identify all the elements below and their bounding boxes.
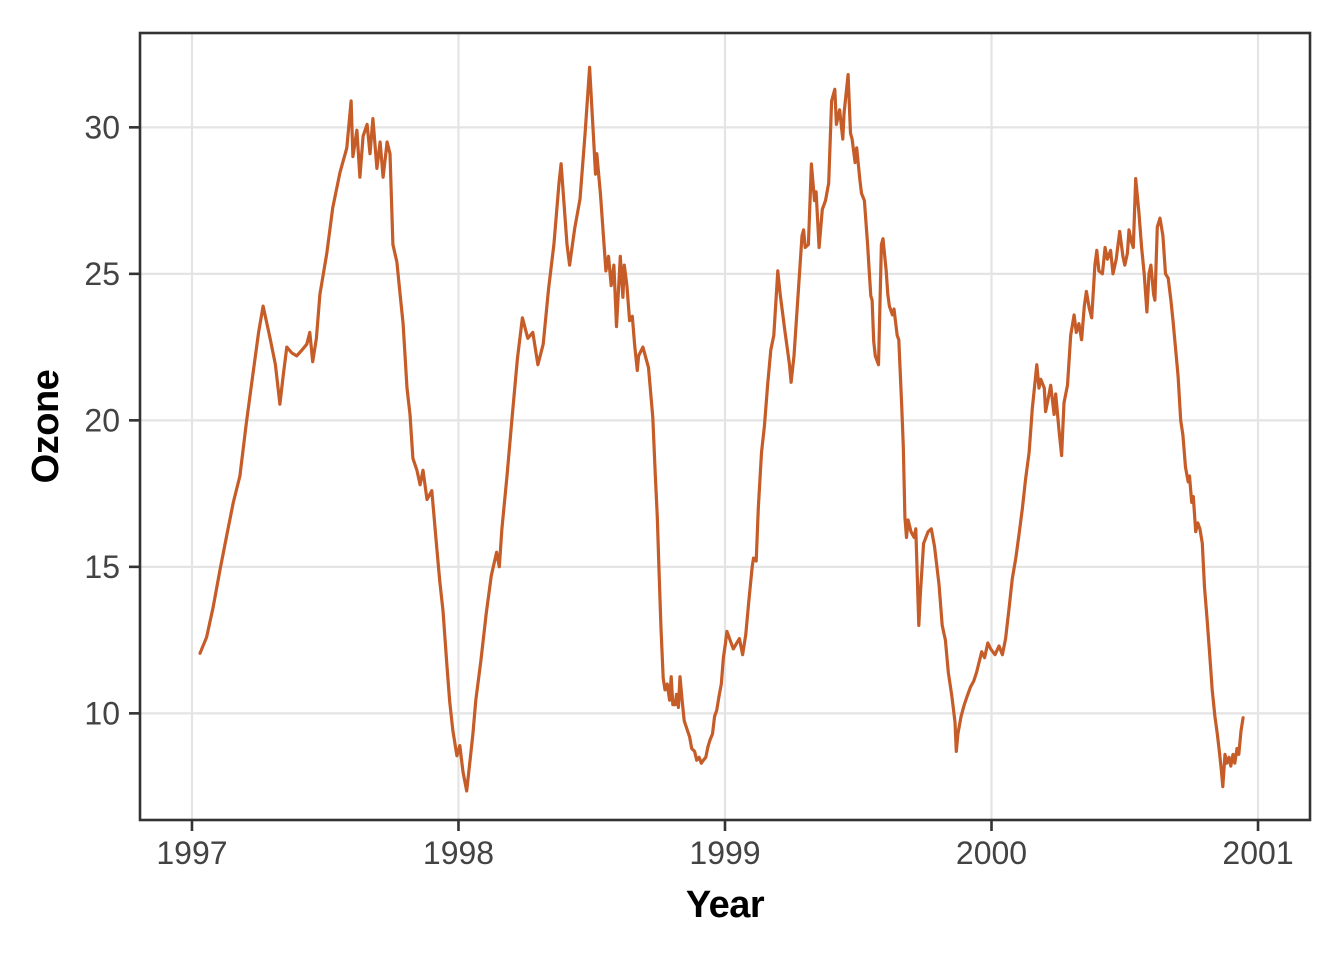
x-tick-label: 1999	[689, 835, 760, 871]
x-tick-label: 2001	[1222, 835, 1293, 871]
y-tick-label: 25	[84, 256, 120, 292]
y-tick-label: 20	[84, 402, 120, 438]
x-tick-label: 1998	[423, 835, 494, 871]
y-axis-tick-labels: 10 15 20 25 30	[84, 109, 120, 731]
x-tick-label: 1997	[156, 835, 227, 871]
x-axis-tick-labels: 1997 1998 1999 2000 2001	[156, 835, 1293, 871]
gridlines	[140, 33, 1310, 820]
y-tick-label: 10	[84, 695, 120, 731]
y-tick-label: 30	[84, 109, 120, 145]
y-tick-label: 15	[84, 549, 120, 585]
ozone-line	[198, 65, 1245, 793]
axis-tick-marks	[129, 126, 1260, 831]
y-axis-title: Ozone	[25, 370, 67, 484]
data-series	[198, 65, 1245, 793]
x-tick-label: 2000	[956, 835, 1027, 871]
x-axis-title: Year	[686, 884, 765, 926]
